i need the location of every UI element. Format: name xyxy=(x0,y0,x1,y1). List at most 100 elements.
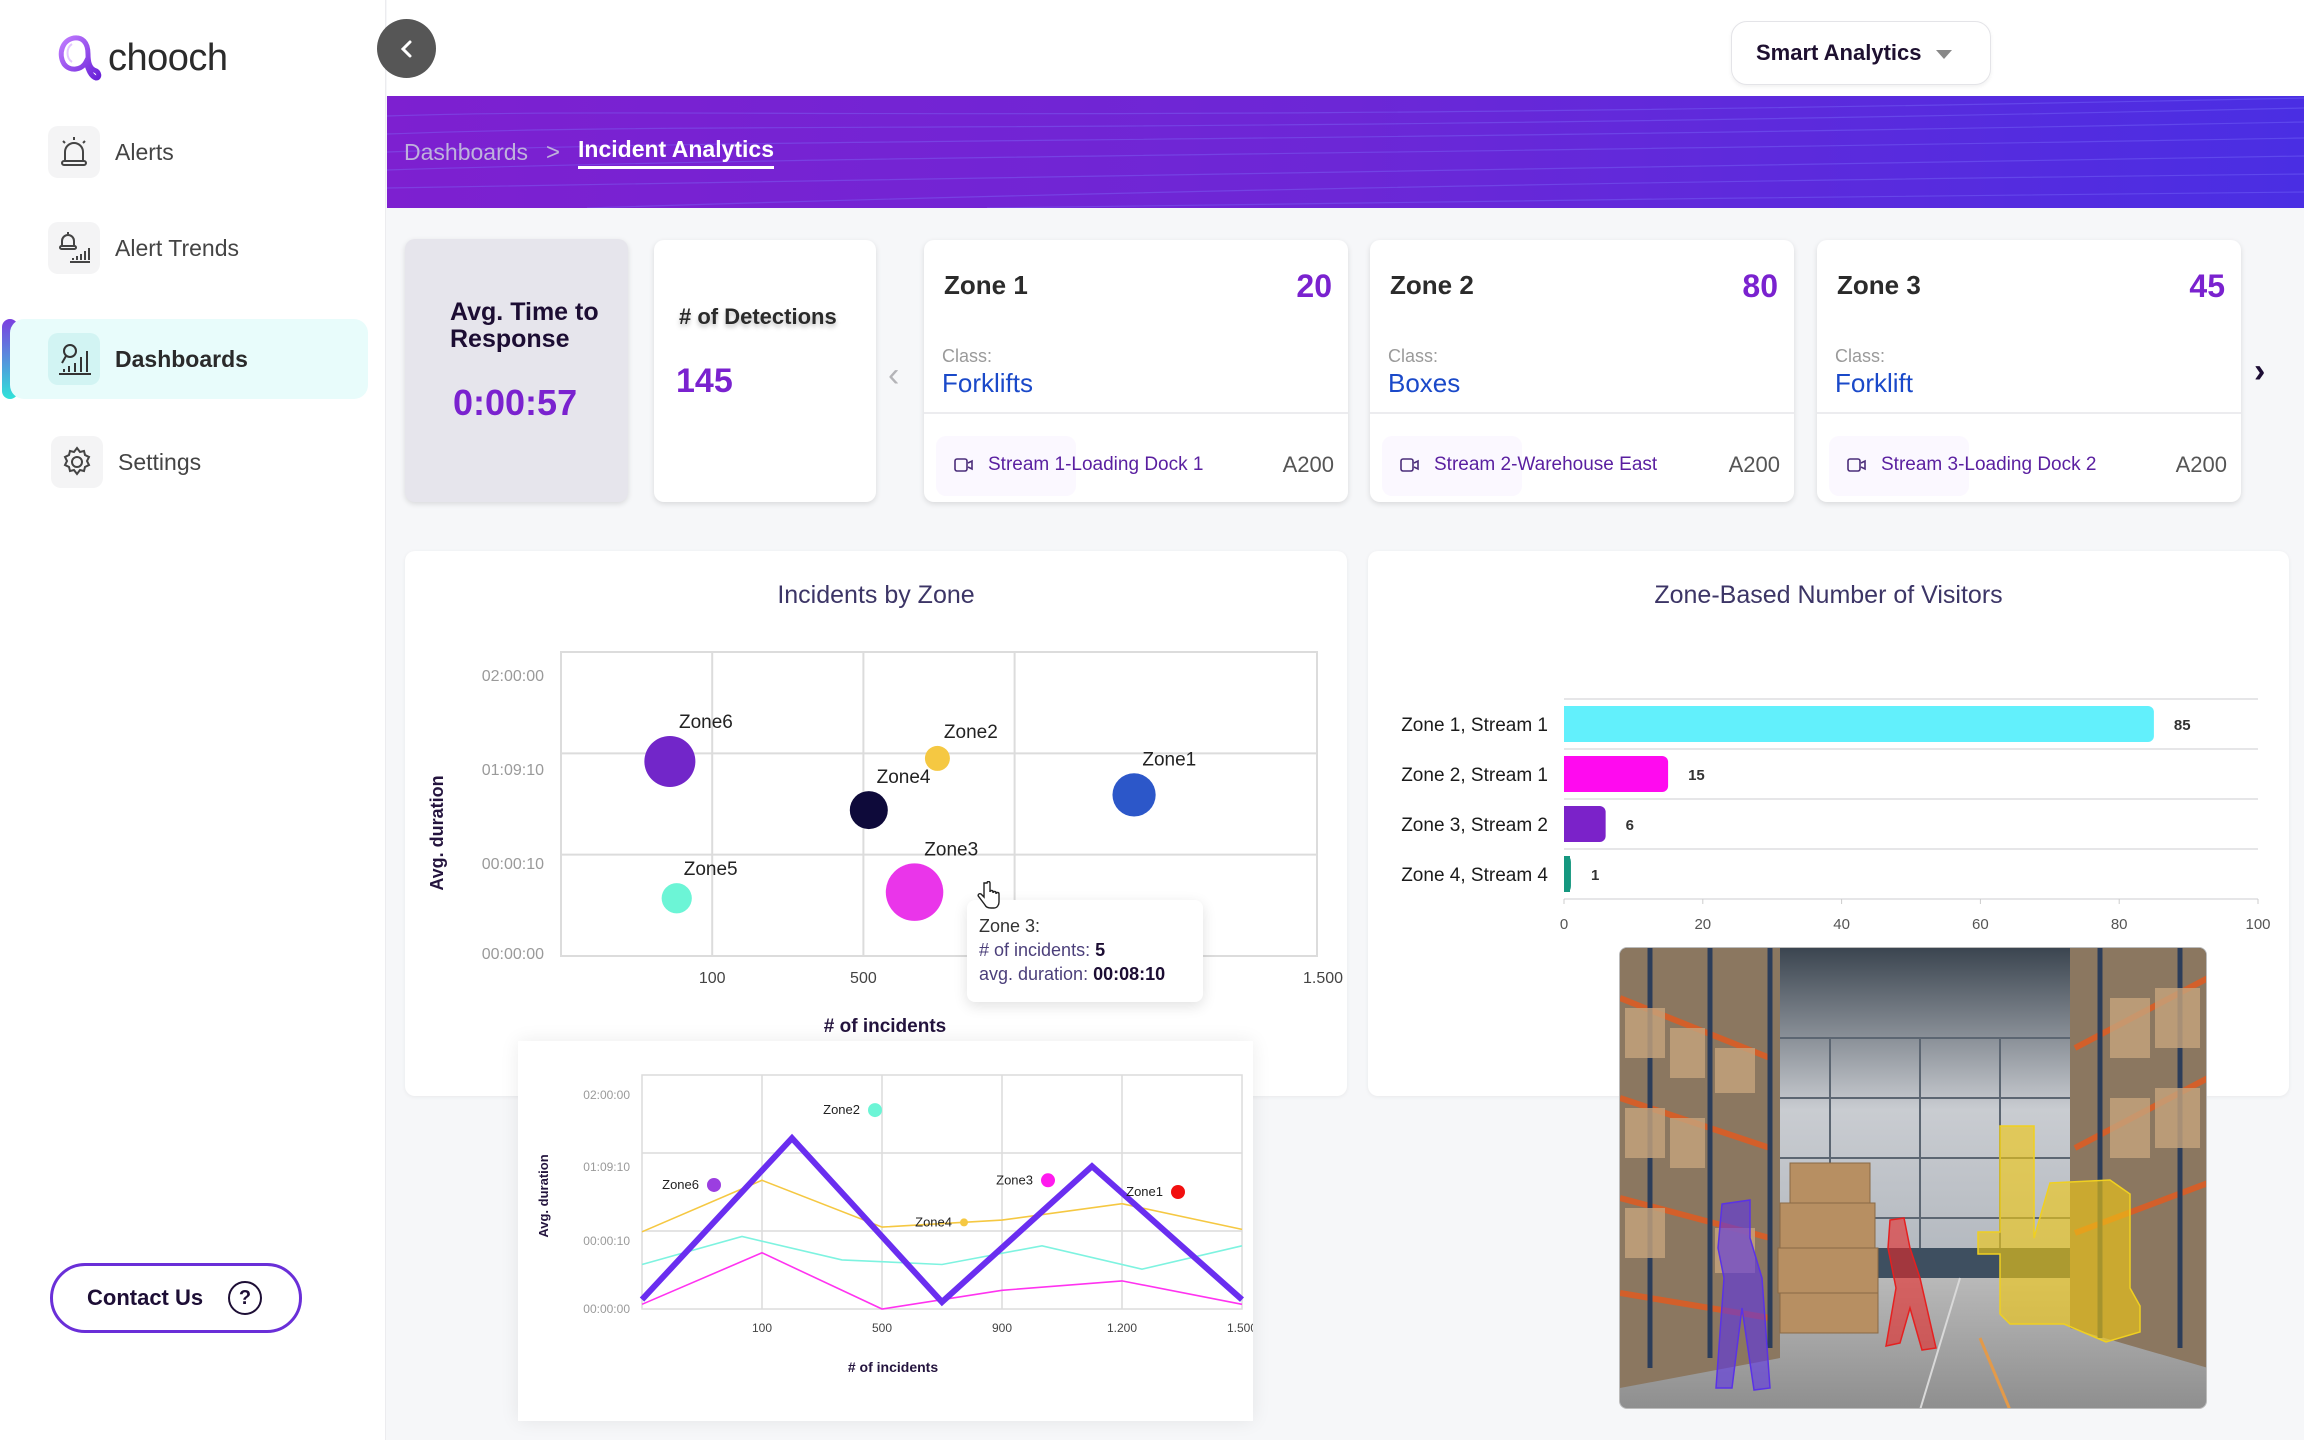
stream-chip-bg xyxy=(936,436,1076,496)
sidebar-item-label: Settings xyxy=(118,448,202,475)
bar-corner xyxy=(1564,806,1570,842)
chooch-logo-mark-icon xyxy=(58,35,102,81)
y-tick-label: 01:09:10 xyxy=(583,1160,630,1174)
tooltip-duration-value: 00:08:10 xyxy=(1093,964,1166,984)
x-tick-label: 80 xyxy=(2111,916,2128,933)
data-label: 1 xyxy=(1591,867,1599,884)
detections-card: # of Detections 145 xyxy=(654,240,876,502)
x-tick-label: 500 xyxy=(850,970,877,987)
carousel-prev-button[interactable]: ‹ xyxy=(888,356,900,394)
marker-zone6 xyxy=(707,1177,721,1192)
data-label: 15 xyxy=(1688,767,1705,784)
x-tick-label: 100 xyxy=(699,970,726,987)
breadcrumb-dashboards[interactable]: Dashboards xyxy=(404,139,529,165)
bar-chart: 0 20 40 60 80 100 Zone 1, Stream 1 85 Zone 2, St… xyxy=(1401,698,2271,933)
alarm-trends-icon xyxy=(48,222,100,274)
video-camera-icon xyxy=(1847,458,1866,472)
marker-zone3 xyxy=(1041,1173,1055,1188)
sidebar-item-settings[interactable]: Settings xyxy=(6,422,368,502)
product-selector-dropdown[interactable]: Smart Analytics xyxy=(1731,21,1991,85)
x-tick-label: 100 xyxy=(2245,916,2270,933)
video-camera-icon xyxy=(1400,458,1419,472)
marker-zone4 xyxy=(960,1218,968,1227)
y-tick-label: 00:00:10 xyxy=(482,856,544,873)
class-label: Class: xyxy=(942,346,993,366)
bar-corner xyxy=(1564,756,1570,792)
warehouse-scene-image xyxy=(1620,948,2206,1408)
kpi-value: 145 xyxy=(676,362,733,400)
breadcrumb-incident-analytics[interactable]: Incident Analytics xyxy=(578,136,775,169)
scatter-point-zone4 xyxy=(849,791,888,830)
stream-chip-bg xyxy=(1382,436,1522,496)
stream-link[interactable]: Stream 3-Loading Dock 2 xyxy=(1847,454,2096,476)
bar xyxy=(1564,806,1606,842)
marker-label: Zone2 xyxy=(823,1102,860,1117)
class-label: Class: xyxy=(1388,346,1439,366)
carousel-next-button[interactable]: › xyxy=(2254,352,2266,390)
category-label: Zone 1, Stream 1 xyxy=(1401,715,1548,736)
y-tick-label: 02:00:00 xyxy=(583,1088,630,1102)
marker-label: Zone3 xyxy=(996,1172,1033,1187)
bar-corner xyxy=(1564,856,1570,892)
logo-text: chooch xyxy=(108,36,228,79)
x-tick-label: 500 xyxy=(872,1321,892,1335)
x-tick-label: 1.500 xyxy=(1303,970,1343,987)
stream-link[interactable]: Stream 2-Warehouse East xyxy=(1400,454,1657,476)
y-tick-label: 00:00:00 xyxy=(583,1302,630,1316)
y-tick-label: 01:09:10 xyxy=(482,762,544,779)
y-axis-label: Avg. duration xyxy=(536,1154,551,1237)
zone-count: 20 xyxy=(1296,268,1332,304)
stream-name: Stream 3-Loading Dock 2 xyxy=(1881,454,2097,475)
breadcrumb-separator-icon: > xyxy=(546,138,561,166)
chart-title: Zone-Based Number of Visitors xyxy=(1654,581,2003,609)
point-label: Zone3 xyxy=(924,839,978,860)
gear-icon xyxy=(51,436,103,488)
marker-label: Zone6 xyxy=(662,1177,699,1192)
zone-class: Forklift xyxy=(1835,368,1913,398)
help-circle-icon: ? xyxy=(228,1281,262,1315)
class-label: Class: xyxy=(1835,346,1886,366)
y-tick-label: 02:00:00 xyxy=(482,668,544,685)
scatter-point-zone2 xyxy=(924,745,950,771)
scatter-chart: Avg. duration # of incidents 02:00:00 01:… xyxy=(427,651,1343,1037)
y-tick-label: 00:00:10 xyxy=(583,1234,630,1248)
sidebar-item-label: Alert Trends xyxy=(115,234,239,261)
sidebar-item-alert-trends[interactable]: Alert Trends xyxy=(6,208,368,288)
video-camera-icon xyxy=(954,458,973,472)
contact-us-button[interactable]: Contact Us ? xyxy=(50,1263,302,1333)
breadcrumb: Dashboards > Incident Analytics xyxy=(404,136,775,169)
camera-snapshot[interactable] xyxy=(1619,947,2207,1409)
point-label: Zone4 xyxy=(877,767,931,788)
sidebar-item-dashboards[interactable]: Dashboards xyxy=(10,319,368,399)
x-tick-label: 100 xyxy=(752,1321,772,1335)
collapse-sidebar-button[interactable] xyxy=(377,19,436,78)
plot-border xyxy=(641,1074,1243,1310)
zone-card[interactable]: Zone 2 80 Class: Boxes Stream 2-Warehous… xyxy=(1370,240,1794,502)
marker-zone2 xyxy=(868,1103,882,1118)
zone-class: Forklifts xyxy=(942,368,1033,398)
zone-card[interactable]: Zone 3 45 Class: Forklift Stream 3-Loadi… xyxy=(1817,240,2241,502)
marker-label: Zone1 xyxy=(1126,1184,1163,1199)
bar xyxy=(1564,756,1669,792)
bar xyxy=(1564,706,2154,742)
stream-link[interactable]: Stream 1-Loading Dock 1 xyxy=(954,454,1203,476)
zone-card[interactable]: Zone 1 20 Class: Forklifts Stream 1-Load… xyxy=(924,240,1348,502)
divider xyxy=(924,412,1348,414)
point-label: Zone1 xyxy=(1142,749,1196,770)
x-tick-label: 60 xyxy=(1972,916,1989,933)
avg-time-to-response-card: Avg. Time to Response 0:00:57 xyxy=(405,239,628,502)
x-tick-label: 1.500 xyxy=(1227,1321,1253,1335)
dashboard-search-icon xyxy=(48,333,100,385)
contact-us-label: Contact Us xyxy=(87,1285,204,1310)
sidebar-item-label: Dashboards xyxy=(115,345,248,372)
sidebar-item-alerts[interactable]: Alerts xyxy=(6,112,368,192)
category-label: Zone 4, Stream 4 xyxy=(1401,865,1548,886)
chart-title: Incidents by Zone xyxy=(777,581,975,609)
logo[interactable]: chooch xyxy=(54,32,228,84)
tooltip-incidents-value: 5 xyxy=(1095,940,1106,960)
zone-name: Zone 1 xyxy=(944,270,1028,300)
series-line-main xyxy=(639,1133,1244,1307)
page-banner: Dashboards > Incident Analytics xyxy=(387,96,2304,208)
scatter-point-zone6 xyxy=(644,735,696,787)
sidebar: chooch Alerts Alert Trends xyxy=(0,0,386,1440)
